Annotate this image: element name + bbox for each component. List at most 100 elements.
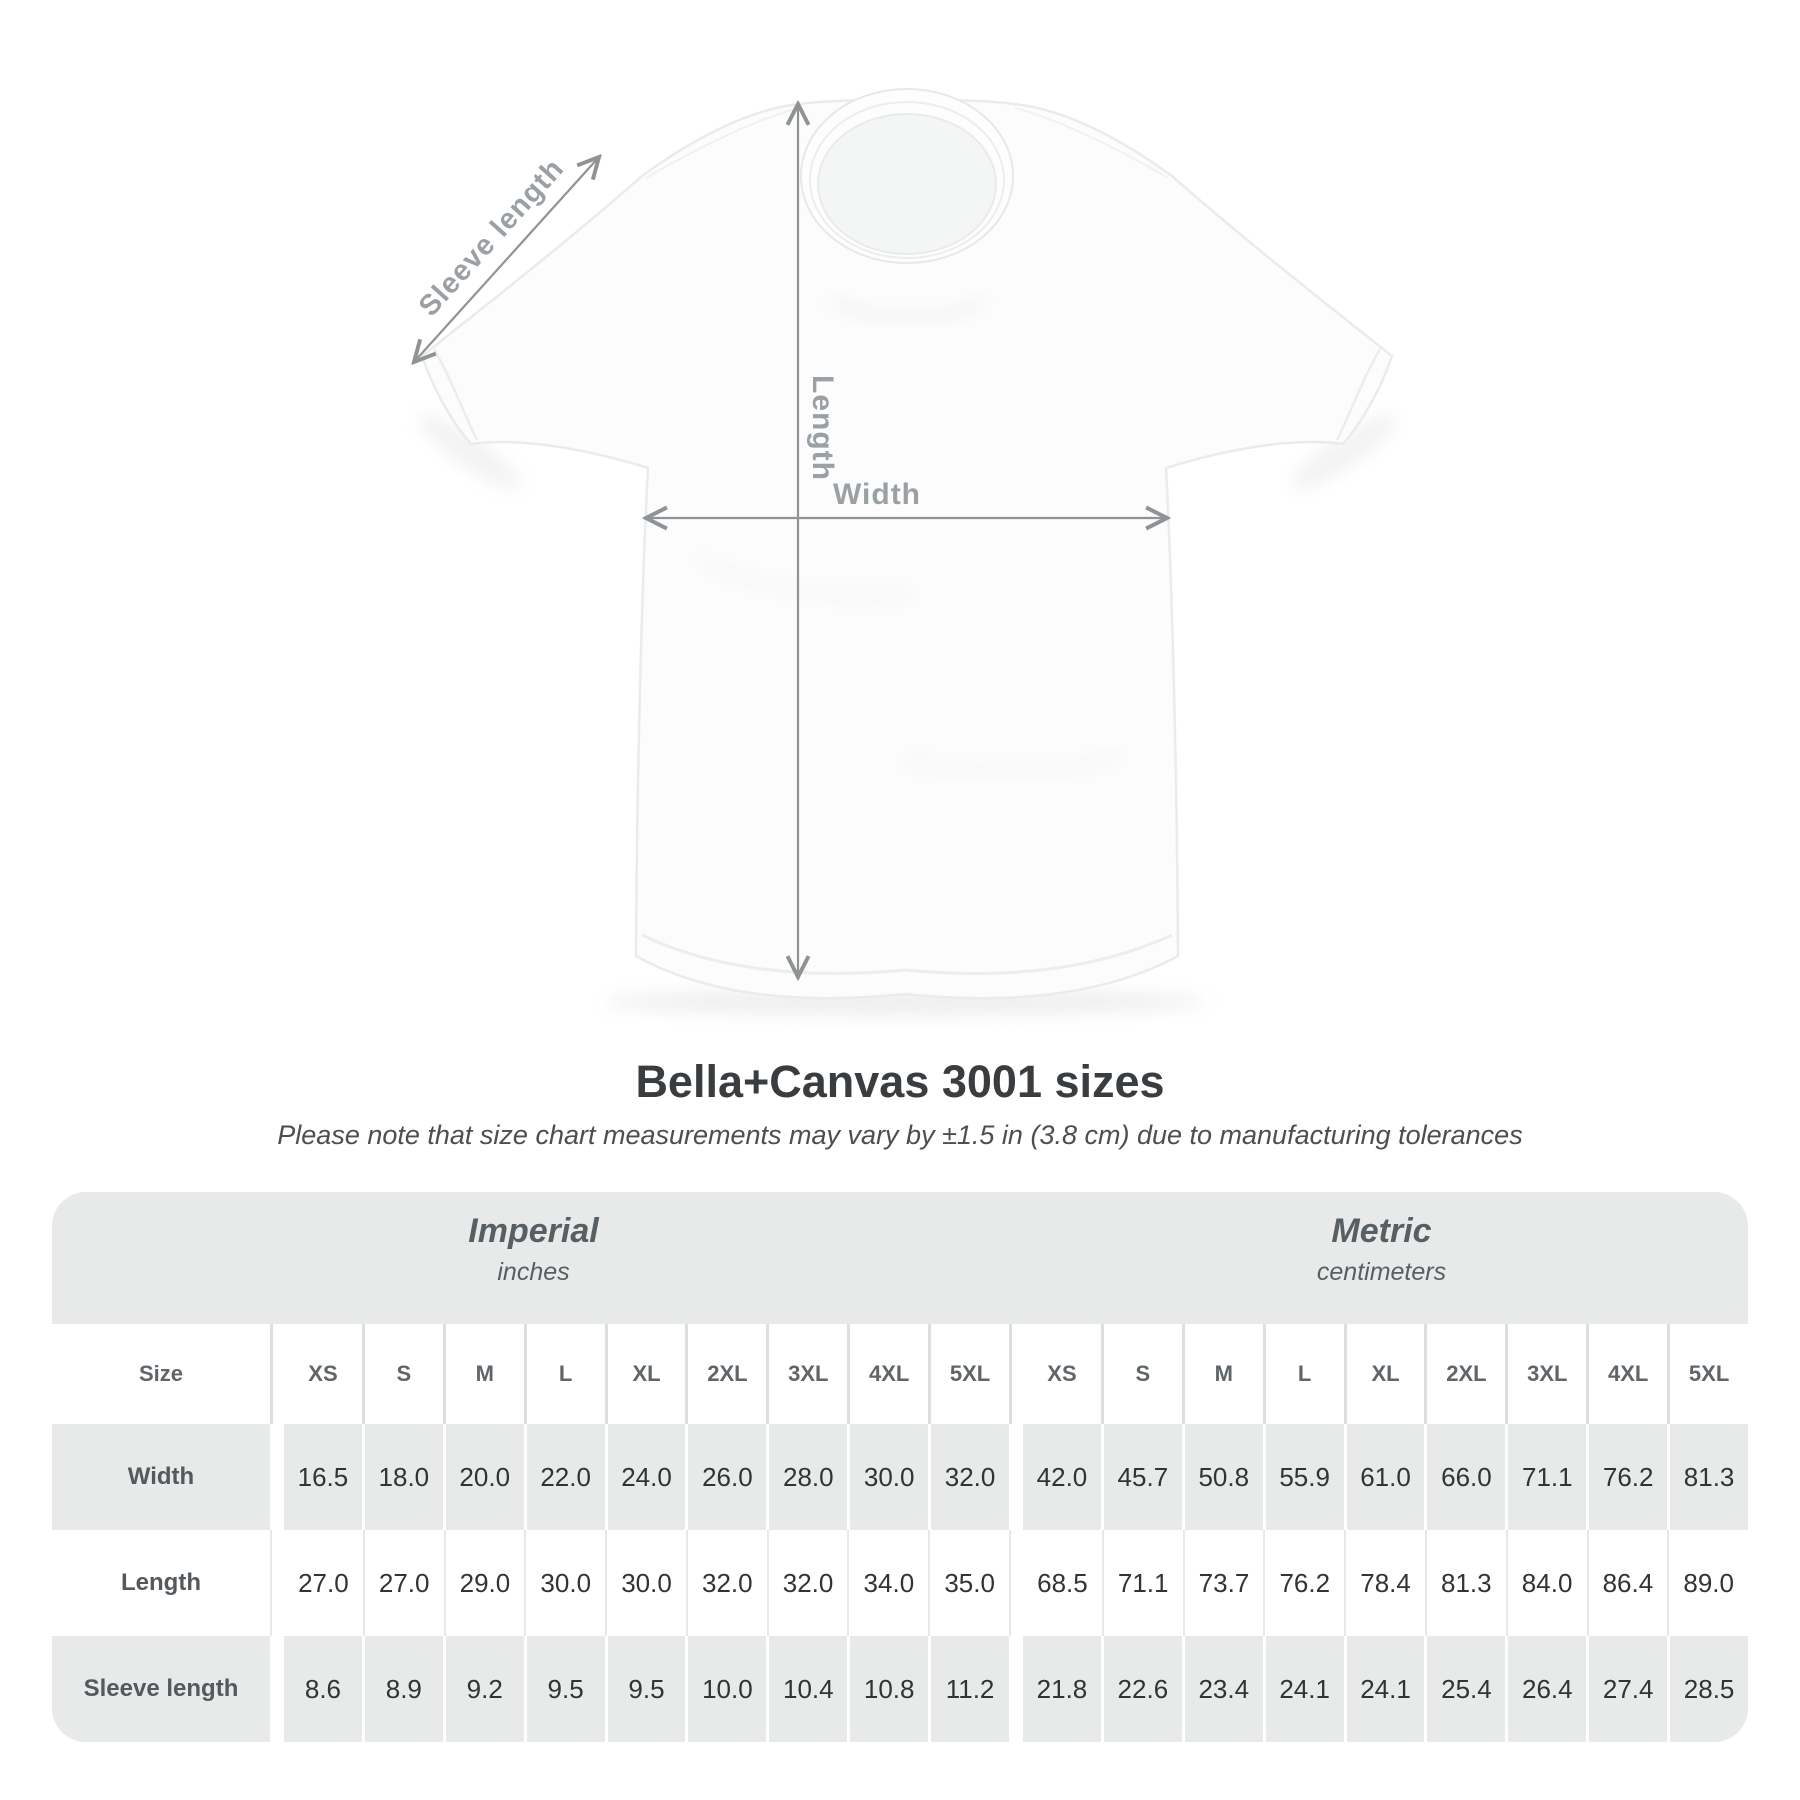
size-header-cell: XL (604, 1324, 686, 1424)
value-cell: 73.7 (1182, 1530, 1264, 1636)
table-header-row: Size XS S M L XL 2XL 3XL 4XL 5XL XS S M L XL 2XL 3XL 4XL 5… (52, 1324, 1748, 1424)
value-cell: 21.8 (1036, 1673, 1088, 1704)
value-cell: 27.0 (298, 1567, 349, 1598)
value-cell: 24.1 (1343, 1636, 1425, 1742)
imperial-group-title: Imperial (468, 1212, 599, 1250)
value-cell: 27.4 (1586, 1636, 1667, 1742)
size-header-cell: 4XL (1586, 1324, 1667, 1424)
value-cell: 30.0 (524, 1530, 605, 1636)
value-cell: 34.0 (847, 1530, 928, 1636)
size-header-cell: XS (1047, 1361, 1077, 1386)
value-cell: 22.0 (523, 1424, 605, 1530)
width-label: Width (832, 478, 922, 511)
value-cell: 9.2 (442, 1636, 524, 1742)
value-cell: 71.1 (1101, 1530, 1183, 1636)
value-cell: 35.0 (928, 1530, 1009, 1636)
value-cell: 32.0 (928, 1424, 1009, 1530)
size-column-divider (270, 1424, 284, 1530)
table-row: Length 27.0 27.0 29.0 30.0 30.0 32.0 32.0 34.0 35… (52, 1530, 1748, 1636)
unit-group-divider (1009, 1324, 1024, 1424)
value-cell: 9.5 (604, 1636, 686, 1742)
size-column-header: Size (138, 1361, 184, 1386)
value-cell: 71.1 (1505, 1424, 1586, 1530)
value-cell: 10.0 (685, 1636, 766, 1742)
size-column-divider (270, 1636, 284, 1742)
unit-group-header: Imperial inches Metric centimeters (52, 1192, 1748, 1324)
value-cell: 25.4 (1424, 1636, 1505, 1742)
value-cell: 81.3 (1667, 1424, 1748, 1530)
size-header-cell: S (361, 1324, 443, 1424)
value-cell: 10.4 (766, 1636, 847, 1742)
value-cell: 30.0 (847, 1424, 928, 1530)
value-cell: 30.0 (605, 1530, 686, 1636)
value-cell: 28.0 (766, 1424, 847, 1530)
unit-group-divider (1009, 1424, 1024, 1530)
value-cell: 68.5 (1037, 1567, 1088, 1598)
value-cell: 32.0 (766, 1530, 848, 1636)
size-header-cell: XL (1343, 1324, 1425, 1424)
imperial-group: Imperial inches (52, 1192, 1015, 1324)
length-label: Length (806, 375, 839, 481)
metric-group: Metric centimeters (1015, 1192, 1748, 1324)
size-header-cell: S (1100, 1324, 1182, 1424)
value-cell: 8.6 (304, 1673, 342, 1704)
value-cell: 11.2 (928, 1636, 1009, 1742)
page-title: Bella+Canvas 3001 sizes (635, 1056, 1165, 1107)
size-header-cell: XS (308, 1361, 338, 1386)
row-label: Sleeve length (83, 1675, 239, 1702)
value-cell: 50.8 (1181, 1424, 1263, 1530)
value-cell: 76.2 (1263, 1530, 1344, 1636)
value-cell: 61.0 (1343, 1424, 1425, 1530)
value-cell: 29.0 (443, 1530, 525, 1636)
value-cell: 66.0 (1424, 1424, 1505, 1530)
size-header-cell: 3XL (1505, 1324, 1586, 1424)
value-cell: 81.3 (1424, 1530, 1506, 1636)
size-column-divider (270, 1530, 284, 1636)
value-cell: 55.9 (1262, 1424, 1344, 1530)
value-cell: 24.1 (1262, 1636, 1344, 1742)
value-cell: 27.0 (362, 1530, 444, 1636)
value-cell: 18.0 (361, 1424, 443, 1530)
value-cell: 84.0 (1505, 1530, 1587, 1636)
value-cell: 26.4 (1505, 1636, 1586, 1742)
tshirt-diagram: Sleeve length Length Width (0, 88, 1396, 1016)
tshirt-illustration (0, 88, 1396, 1016)
value-cell: 42.0 (1036, 1461, 1088, 1492)
value-cell: 16.5 (297, 1461, 349, 1492)
value-cell: 89.0 (1667, 1530, 1748, 1636)
size-header-cell: 5XL (1667, 1324, 1748, 1424)
metric-group-title: Metric (1331, 1212, 1432, 1250)
value-cell: 8.9 (361, 1636, 443, 1742)
measurement-arrows (414, 104, 1167, 977)
value-cell: 28.5 (1667, 1636, 1748, 1742)
size-header-cell: 4XL (847, 1324, 928, 1424)
row-label: Length (121, 1569, 201, 1596)
value-cell: 32.0 (685, 1530, 767, 1636)
size-column-divider (270, 1324, 284, 1424)
value-cell: 45.7 (1100, 1424, 1182, 1530)
table-row: Width 16.5 18.0 20.0 22.0 24.0 26.0 28.0 30.0 32.… (52, 1424, 1748, 1530)
size-header-cell: M (442, 1324, 524, 1424)
unit-group-divider (1009, 1636, 1024, 1742)
sleeve-length-arrow (414, 157, 599, 362)
value-cell: 23.4 (1181, 1636, 1263, 1742)
unit-group-divider (1009, 1530, 1024, 1636)
value-cell: 76.2 (1586, 1424, 1667, 1530)
value-cell: 20.0 (442, 1424, 524, 1530)
row-label: Width (127, 1463, 195, 1490)
value-cell: 86.4 (1586, 1530, 1668, 1636)
value-cell: 9.5 (523, 1636, 605, 1742)
size-header-cell: 2XL (685, 1324, 766, 1424)
metric-group-unit: centimeters (1316, 1258, 1447, 1286)
tolerance-note: Please note that size chart measurements… (277, 1120, 1523, 1150)
value-cell: 78.4 (1344, 1530, 1425, 1636)
value-cell: 26.0 (685, 1424, 766, 1530)
value-cell: 24.0 (604, 1424, 686, 1530)
size-header-cell: 2XL (1424, 1324, 1505, 1424)
size-table: Size XS S M L XL 2XL 3XL 4XL 5XL XS S M L XL 2XL 3XL 4XL 5… (52, 1324, 1748, 1742)
size-header-cell: L (1262, 1324, 1344, 1424)
value-cell: 10.8 (847, 1636, 928, 1742)
imperial-group-unit: inches (497, 1258, 570, 1286)
size-header-cell: 3XL (766, 1324, 847, 1424)
